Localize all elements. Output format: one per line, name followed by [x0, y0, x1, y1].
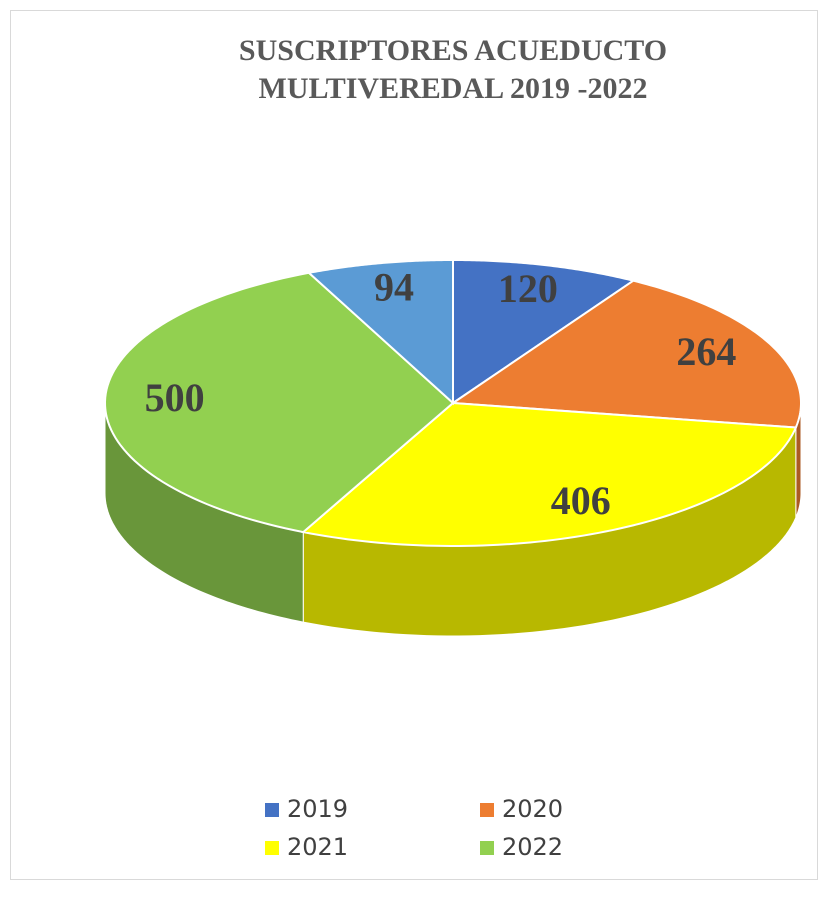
legend-swatch — [480, 803, 494, 817]
chart-title: SUSCRIPTORES ACUEDUCTO — [239, 34, 667, 67]
slice — [104, 271, 455, 534]
data-label: 94 — [374, 264, 414, 309]
data-label: 264 — [676, 329, 736, 374]
legend-label: 2020 — [502, 795, 563, 823]
data-label: 500 — [145, 375, 205, 420]
slice — [450, 279, 802, 429]
data-label: 406 — [551, 478, 611, 523]
legend-swatch — [265, 841, 279, 855]
slice — [452, 258, 636, 405]
slice — [301, 401, 798, 547]
legend-swatch — [480, 841, 494, 855]
legend-label: 2019 — [287, 795, 348, 823]
legend-label: 2021 — [287, 833, 348, 861]
chart-title: MULTIVEREDAL 2019 -2022 — [259, 72, 648, 105]
legend-label: 2022 — [502, 833, 563, 861]
legend-swatch — [265, 803, 279, 817]
data-label: 120 — [498, 266, 558, 311]
slice — [306, 258, 454, 406]
